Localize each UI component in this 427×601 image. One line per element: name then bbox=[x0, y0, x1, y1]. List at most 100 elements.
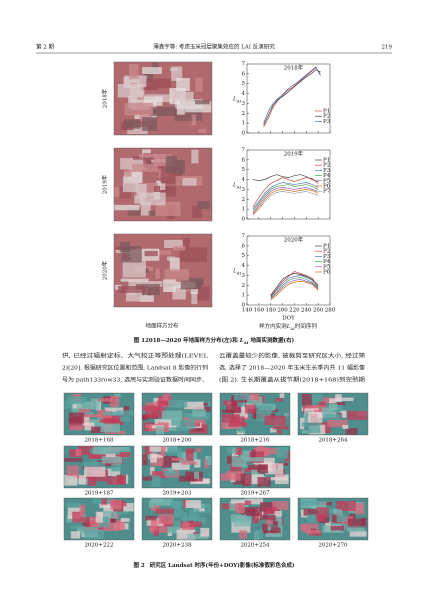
image-patch bbox=[113, 416, 131, 422]
body-line: (图 2). 生长期覆盖从拔节期(2018+168)到完熟期 bbox=[219, 376, 366, 384]
image-patch bbox=[328, 403, 338, 411]
image-patch bbox=[180, 91, 194, 106]
image-patch bbox=[251, 449, 256, 459]
image-patch bbox=[301, 429, 312, 434]
image-patch bbox=[171, 462, 190, 470]
image-label: 2018+200 bbox=[162, 438, 192, 444]
image-patch bbox=[143, 405, 162, 411]
image-patch bbox=[198, 129, 207, 133]
series-line bbox=[270, 271, 319, 297]
image-label: 2020+222 bbox=[84, 543, 113, 549]
image-border bbox=[141, 445, 213, 489]
image-patch bbox=[132, 156, 155, 160]
image-patch bbox=[265, 507, 278, 514]
image-patch bbox=[179, 475, 197, 482]
figure2-caption: 图 2 研究区 Landsat 时序(年份+DOY)影像(标准假彩色合成) bbox=[133, 561, 294, 569]
image-patch bbox=[66, 465, 79, 477]
satellite-image bbox=[63, 392, 135, 436]
y-tick-label: 0 bbox=[242, 217, 246, 223]
image-patch bbox=[252, 512, 260, 524]
image-patch bbox=[264, 415, 286, 426]
image-patch bbox=[265, 518, 273, 525]
image-patch bbox=[330, 525, 344, 531]
image-patch bbox=[197, 200, 211, 209]
image-patch bbox=[337, 402, 346, 406]
image-patch bbox=[114, 204, 140, 211]
satellite-image bbox=[219, 445, 291, 489]
image-patch bbox=[76, 401, 93, 410]
y-tick-label: 6 bbox=[242, 71, 246, 77]
image-patch bbox=[114, 393, 121, 398]
image-patch bbox=[91, 398, 100, 410]
body-line: 云覆盖量较少的影像, 被裁剪至研究区大小, 经过筛 bbox=[219, 352, 366, 360]
image-patch bbox=[149, 106, 176, 116]
image-patch bbox=[151, 475, 161, 487]
series-line bbox=[252, 187, 319, 214]
image-patch bbox=[159, 183, 166, 191]
image-patch bbox=[332, 509, 343, 516]
satellite-image bbox=[113, 61, 213, 136]
image-patch bbox=[164, 239, 183, 248]
image-patch bbox=[134, 195, 146, 204]
image-patch bbox=[143, 71, 153, 83]
image-patch bbox=[167, 256, 176, 261]
y-tick-label: 1 bbox=[242, 293, 246, 299]
image-patch bbox=[162, 395, 169, 400]
image-patch bbox=[233, 519, 252, 527]
text-part: AI bbox=[289, 326, 295, 331]
text-part: 图 1 bbox=[134, 336, 145, 344]
image-patch bbox=[150, 498, 162, 503]
image-label: 2020+270 bbox=[318, 543, 348, 549]
image-patch bbox=[188, 413, 210, 421]
image-patch bbox=[191, 292, 198, 305]
y-tick-label: 5 bbox=[242, 81, 246, 87]
image-patch bbox=[160, 461, 172, 468]
y-tick-label: 2 bbox=[242, 283, 246, 289]
image-patch bbox=[99, 503, 111, 509]
image-patch bbox=[124, 102, 154, 116]
image-patch bbox=[170, 68, 179, 72]
image-border bbox=[63, 497, 135, 541]
image-patch bbox=[100, 423, 120, 433]
image-patch bbox=[176, 77, 190, 92]
image-patch bbox=[221, 413, 240, 424]
image-patch bbox=[78, 446, 96, 456]
image-patch bbox=[149, 446, 168, 452]
image-patch bbox=[84, 414, 106, 418]
image-patch bbox=[78, 475, 87, 485]
image-patch bbox=[72, 511, 82, 523]
image-patch bbox=[231, 456, 247, 467]
image-patch bbox=[110, 395, 120, 407]
y-tick-label: 7 bbox=[242, 62, 246, 68]
text-part: AI bbox=[243, 340, 249, 345]
image-patch bbox=[115, 520, 125, 531]
image-patch bbox=[342, 424, 349, 429]
image-patch bbox=[155, 508, 175, 514]
text-part: AI bbox=[236, 270, 242, 275]
legend-label: P2 bbox=[323, 249, 330, 255]
image-patch bbox=[172, 500, 184, 507]
series-line bbox=[270, 273, 319, 296]
legend-label: P3 bbox=[323, 254, 331, 260]
image-border bbox=[63, 392, 135, 436]
image-patch bbox=[349, 531, 367, 537]
image-patch bbox=[220, 473, 241, 481]
image-patch bbox=[155, 201, 181, 216]
y-tick-label: 0 bbox=[242, 303, 246, 309]
image-patch bbox=[158, 250, 172, 255]
image-patch bbox=[322, 397, 335, 404]
series-line bbox=[252, 177, 319, 208]
image-patch bbox=[83, 461, 106, 467]
y-tick-label: 4 bbox=[242, 263, 246, 269]
image-patch bbox=[155, 426, 165, 435]
image-patch bbox=[320, 508, 339, 513]
image-patch bbox=[103, 411, 120, 416]
image-patch bbox=[102, 456, 123, 464]
image-patch bbox=[181, 461, 197, 465]
image-patch bbox=[259, 502, 276, 512]
image-patch bbox=[122, 260, 146, 278]
image-patch bbox=[241, 507, 263, 517]
image-patch bbox=[336, 523, 356, 529]
x-tick-label: 160 bbox=[254, 308, 265, 314]
image-patch bbox=[127, 126, 148, 135]
